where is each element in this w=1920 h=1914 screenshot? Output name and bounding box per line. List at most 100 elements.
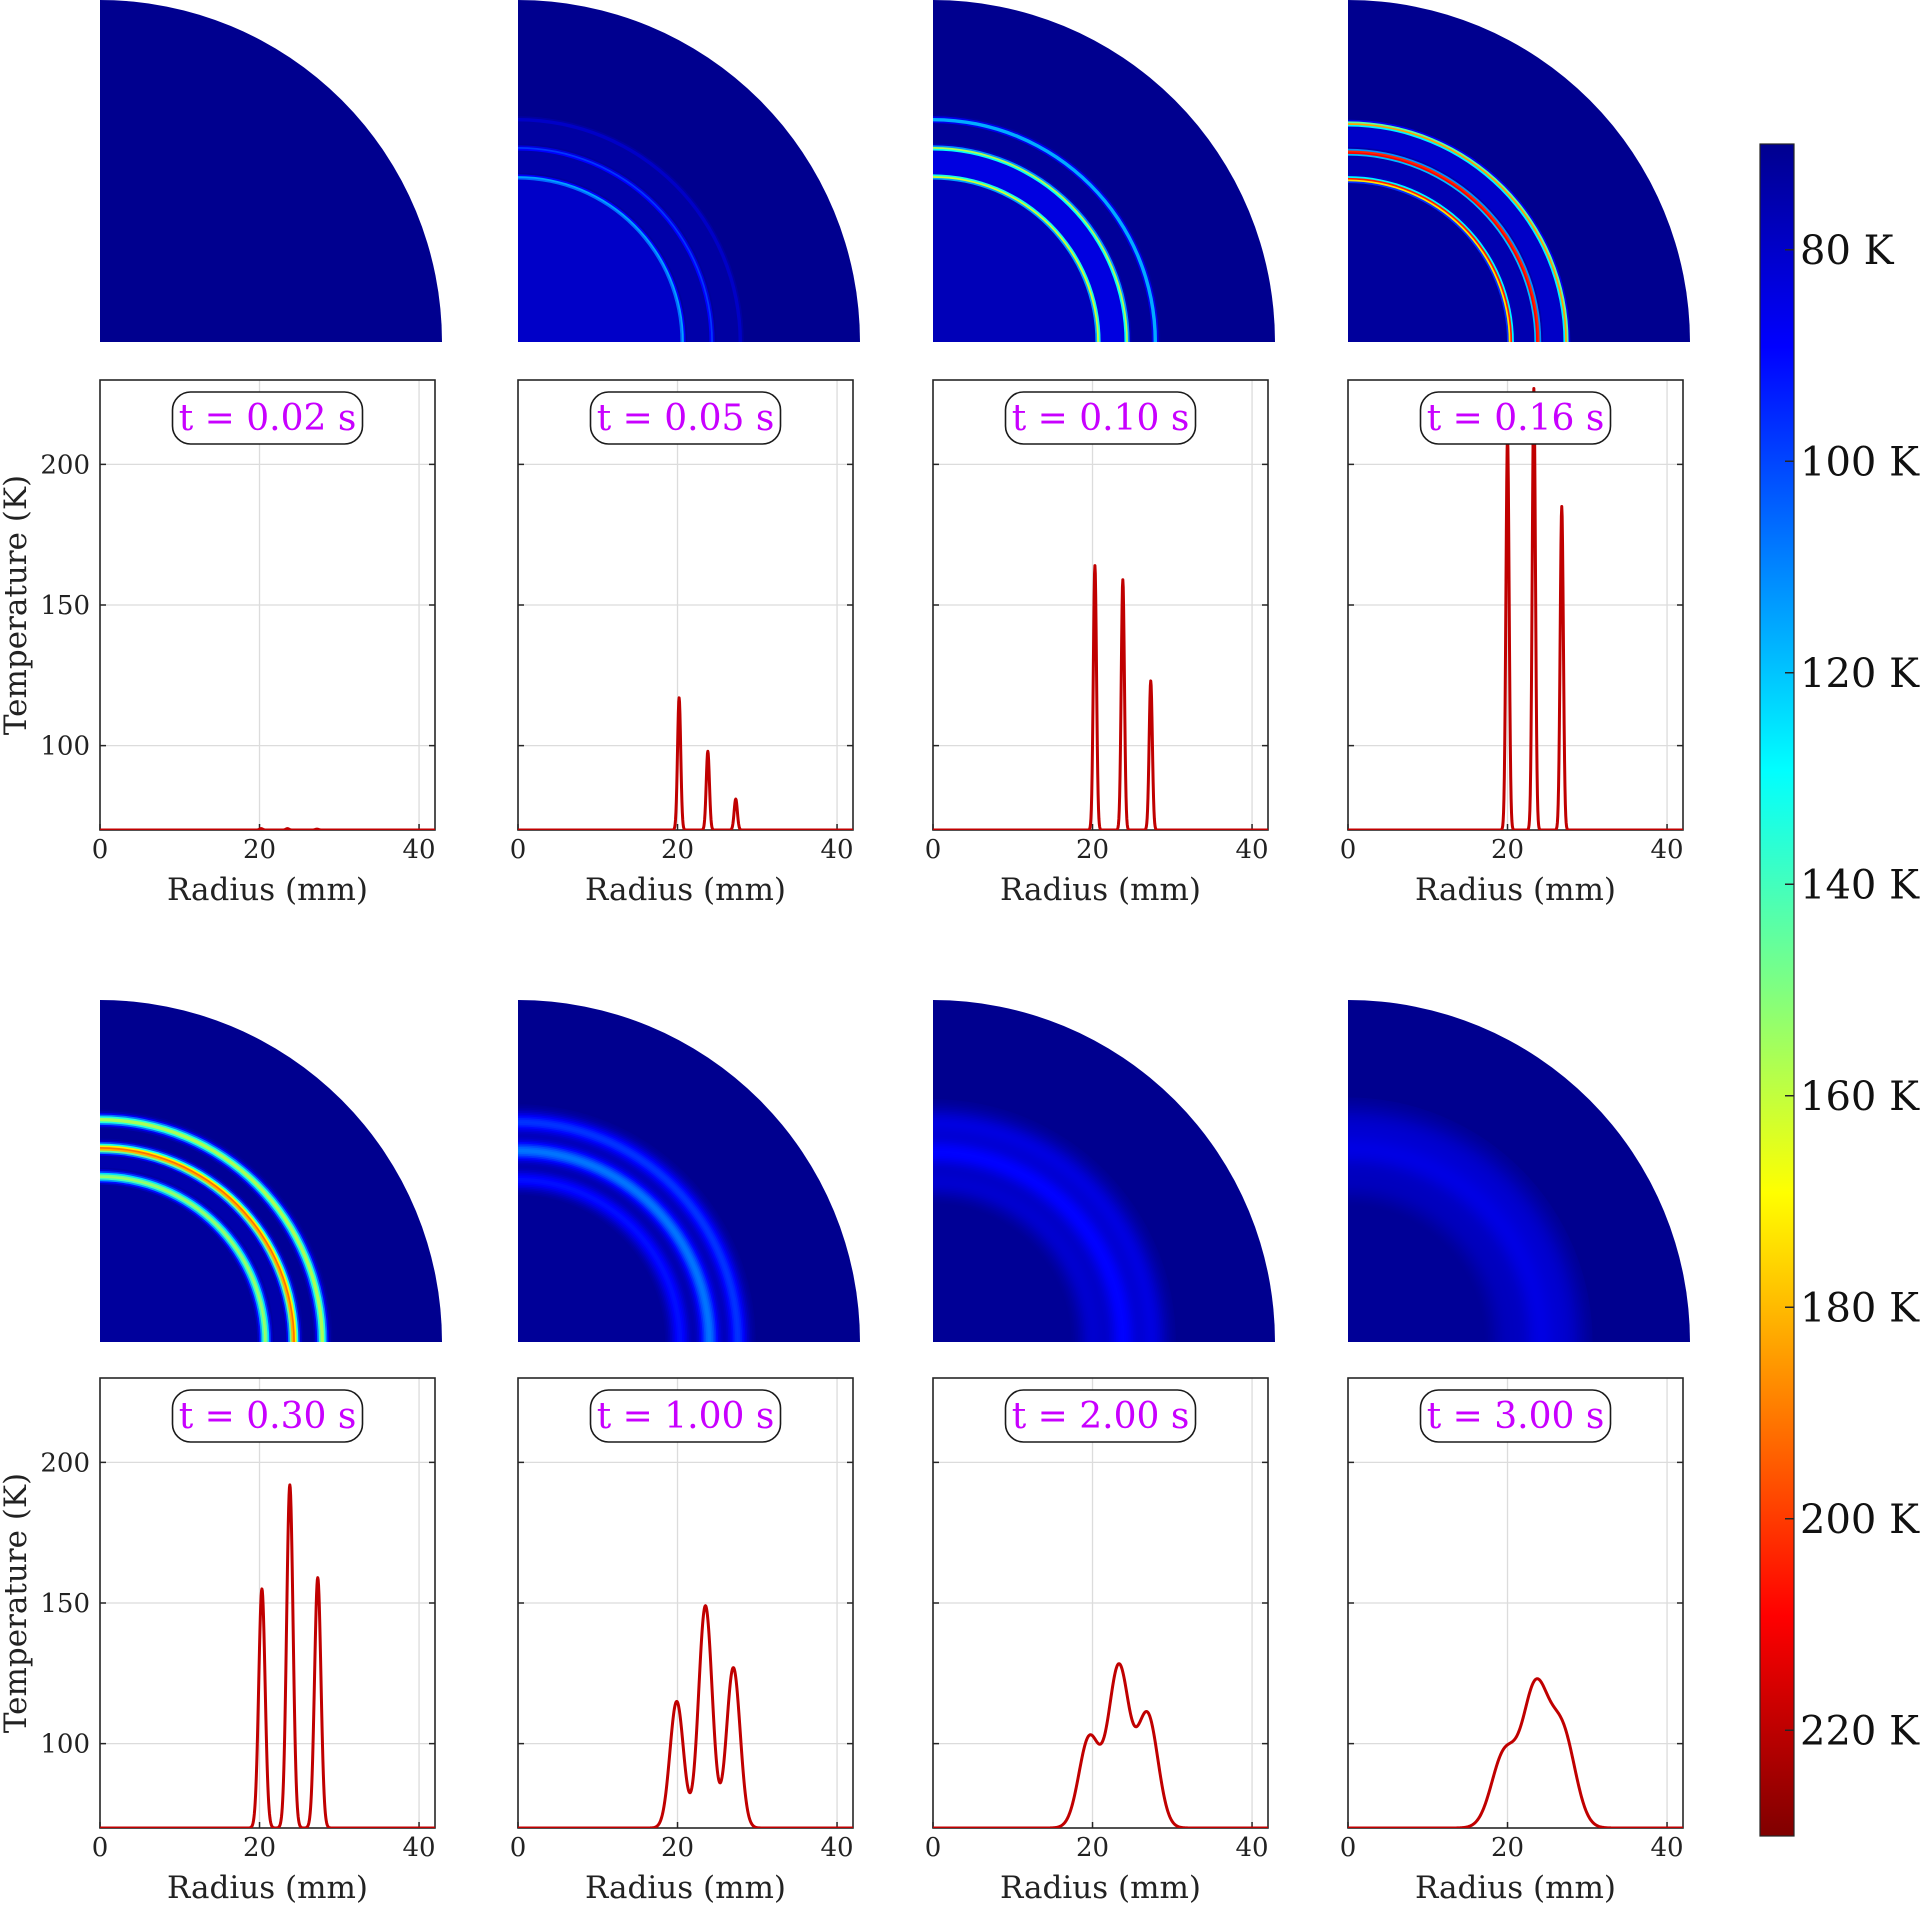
colorbar-tick-label: 80 K (1800, 228, 1895, 274)
x-tick-label: 0 (510, 1833, 527, 1863)
x-tick-label: 0 (510, 835, 527, 865)
time-label-box (1004, 391, 1197, 445)
x-tick-label: 20 (1491, 835, 1524, 865)
x-tick-label: 40 (1236, 1833, 1269, 1863)
time-label: t = 0.05 s (589, 391, 782, 445)
y-axis-label: Temperature (K) (0, 1473, 34, 1733)
x-tick-label: 40 (1651, 1833, 1684, 1863)
colorbar-tick-label: 160 K (1800, 1074, 1920, 1120)
time-label-box (171, 1389, 364, 1443)
temperature-profile-line (518, 696, 853, 830)
time-label-text: t = 0.16 s (1427, 398, 1605, 439)
time-label: t = 0.02 s (171, 391, 364, 445)
temperature-profile-line (933, 564, 1268, 830)
x-tick-label: 40 (821, 1833, 854, 1863)
x-tick-label: 0 (925, 1833, 942, 1863)
temperature-field (100, 1000, 442, 1342)
panel-4: 0 20 40 Radius (mm) t = 0.16 s (1340, 0, 1690, 908)
temperature-profile-line (933, 1662, 1268, 1828)
x-axis-label: Radius (mm) (585, 872, 786, 908)
colorbar-tick-label: 180 K (1800, 1285, 1920, 1331)
temperature-field (933, 0, 1275, 342)
time-label-text: t = 3.00 s (1427, 1396, 1605, 1437)
time-label: t = 1.00 s (589, 1389, 782, 1443)
x-axis-label: Radius (mm) (1415, 872, 1616, 908)
x-tick-label: 40 (403, 835, 436, 865)
x-tick-label: 20 (1491, 1833, 1524, 1863)
x-tick-label: 20 (243, 1833, 276, 1863)
panel-5: 0 20 40 100 150 200 Radius (mm) Temperature (K)… (0, 1000, 442, 1906)
time-label: t = 0.10 s (1004, 391, 1197, 445)
y-tick-label: 200 (40, 450, 90, 480)
y-tick-label: 150 (40, 1589, 90, 1619)
time-label: t = 0.16 s (1419, 391, 1612, 445)
panel-7: 0 20 40 Radius (mm) t = 2.00 s (925, 1000, 1275, 1906)
x-axis-label: Radius (mm) (167, 1870, 368, 1906)
x-axis-label: Radius (mm) (585, 1870, 786, 1906)
time-label-box (589, 391, 782, 445)
x-tick-label: 20 (1076, 1833, 1109, 1863)
temperature-profile-line (100, 827, 435, 830)
time-label: t = 0.30 s (171, 1389, 364, 1443)
plot-axes: 0 20 40 Radius (mm) (510, 379, 854, 908)
temperature-field (100, 0, 442, 342)
time-label-text: t = 0.02 s (179, 398, 357, 439)
x-axis-label: Radius (mm) (1000, 1870, 1201, 1906)
colorbar-scale (1759, 143, 1795, 1837)
colorbar-tick-label: 120 K (1800, 651, 1920, 697)
plot-axes: 0 20 40 Radius (mm) (1340, 379, 1684, 908)
panel-1: 0 20 40 100 150 200 Radius (mm) Temperature (K)… (0, 0, 442, 908)
temperature-field (518, 0, 860, 342)
y-axis-label: Temperature (K) (0, 475, 34, 735)
x-tick-label: 0 (92, 835, 109, 865)
y-tick-label: 150 (40, 591, 90, 621)
x-tick-label: 0 (1340, 835, 1357, 865)
x-axis-label: Radius (mm) (1415, 1870, 1616, 1906)
time-label-text: t = 1.00 s (597, 1396, 775, 1437)
x-tick-label: 0 (92, 1833, 109, 1863)
time-label-box (1004, 1389, 1197, 1443)
panel-2: 0 20 40 Radius (mm) t = 0.05 s (510, 0, 860, 908)
temperature-profile-line (1348, 1677, 1683, 1828)
colorbar: 80 K 100 K 120 K 140 K 160 K 180 K 200 K 220 K (1759, 143, 1920, 1837)
x-tick-label: 0 (1340, 1833, 1357, 1863)
temperature-field (518, 1000, 860, 1342)
x-tick-label: 20 (661, 1833, 694, 1863)
time-label: t = 3.00 s (1419, 1389, 1612, 1443)
x-axis-label: Radius (mm) (167, 872, 368, 908)
temperature-field (1348, 1000, 1690, 1342)
x-tick-label: 20 (243, 835, 276, 865)
colorbar-tick-label: 220 K (1800, 1708, 1920, 1754)
time-label-text: t = 0.10 s (1012, 398, 1190, 439)
time-label-text: t = 0.30 s (179, 1396, 357, 1437)
plot-axes: 0 20 40 Radius (mm) (510, 1377, 854, 1906)
temperature-profile-line (100, 1483, 435, 1828)
y-tick-label: 100 (40, 1730, 90, 1760)
x-tick-label: 40 (1236, 835, 1269, 865)
time-label-text: t = 2.00 s (1012, 1396, 1190, 1437)
plot-axes: 0 20 40 Radius (mm) (1340, 1377, 1684, 1906)
y-tick-label: 100 (40, 732, 90, 762)
temperature-profile-line (518, 1604, 853, 1828)
time-label: t = 2.00 s (1004, 1389, 1197, 1443)
plot-axes: 0 20 40 Radius (mm) (925, 1377, 1269, 1906)
x-tick-label: 20 (1076, 835, 1109, 865)
x-tick-label: 40 (821, 835, 854, 865)
time-label-box (171, 391, 364, 445)
x-tick-label: 40 (1651, 835, 1684, 865)
temperature-field (933, 1000, 1275, 1342)
panel-6: 0 20 40 Radius (mm) t = 1.00 s (510, 1000, 860, 1906)
x-tick-label: 40 (403, 1833, 436, 1863)
panel-3: 0 20 40 Radius (mm) t = 0.10 s (925, 0, 1275, 908)
time-label-box (589, 1389, 782, 1443)
time-label-text: t = 0.05 s (597, 398, 775, 439)
time-label-box (1419, 1389, 1612, 1443)
x-axis-label: Radius (mm) (1000, 872, 1201, 908)
plot-axes: 0 20 40 100 150 200 Radius (mm) Temperature (K) (0, 379, 436, 908)
panel-8: 0 20 40 Radius (mm) t = 3.00 s (1340, 1000, 1690, 1906)
time-label-box (1419, 391, 1612, 445)
colorbar-tick-label: 140 K (1800, 862, 1920, 908)
colorbar-tick-label: 200 K (1800, 1497, 1920, 1543)
